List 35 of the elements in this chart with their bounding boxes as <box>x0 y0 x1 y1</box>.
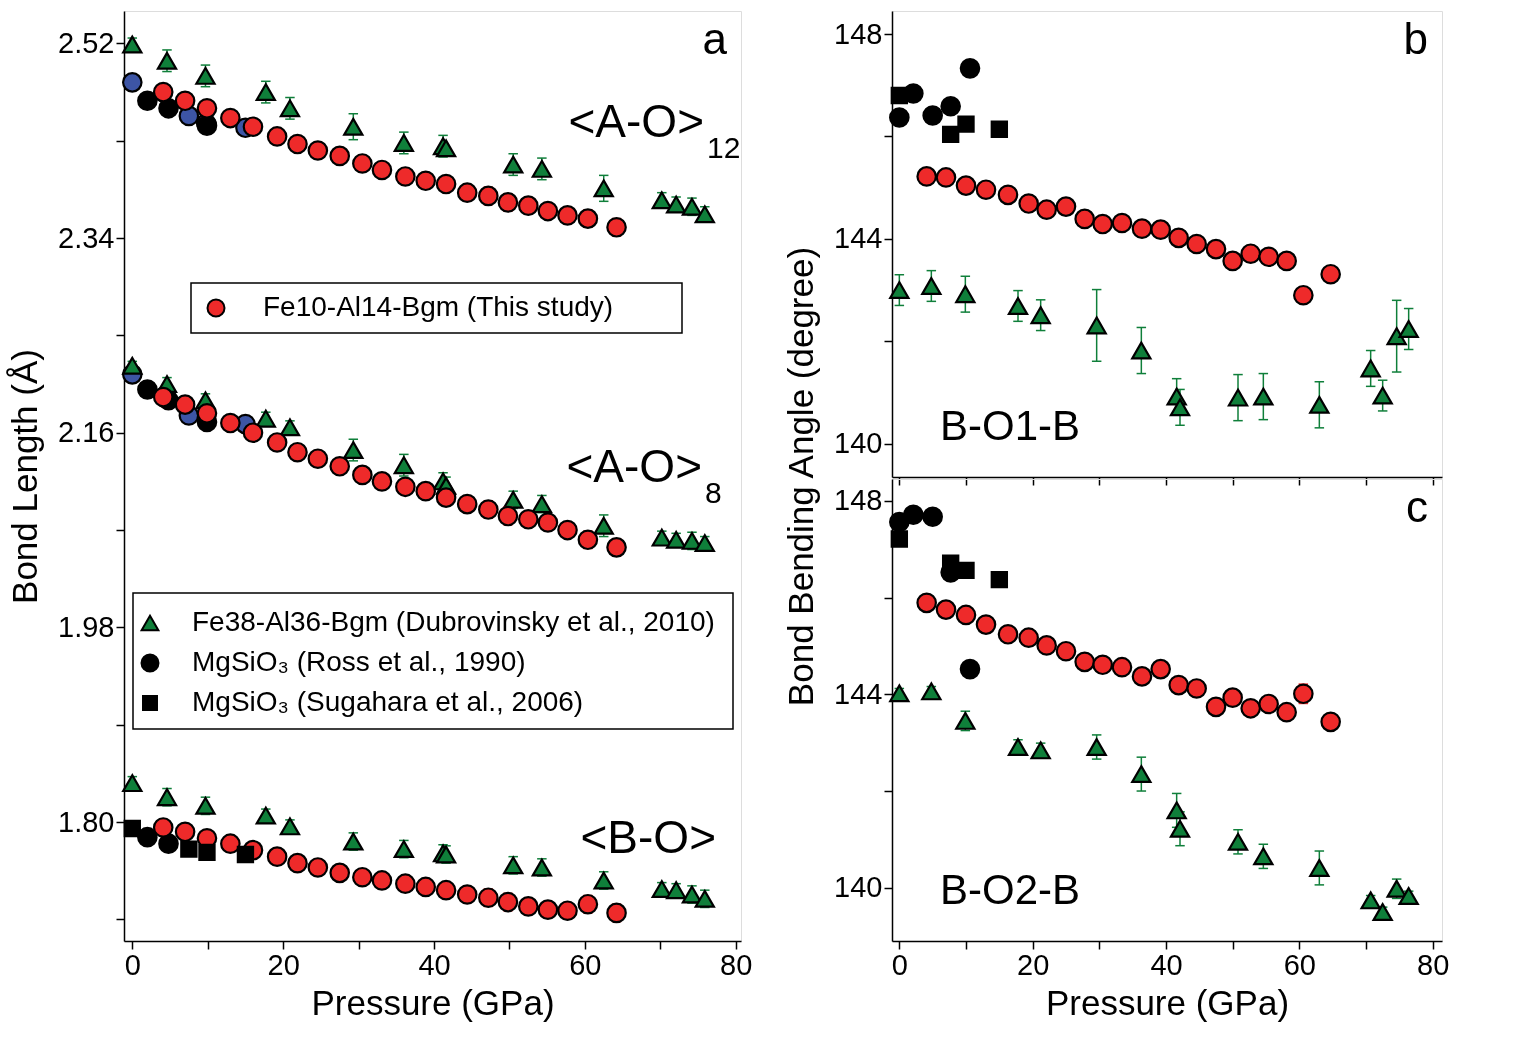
y-tick-label: 148 <box>834 17 883 50</box>
annotation: B-O2-B <box>940 866 1081 913</box>
x-tick-label: 80 <box>1417 948 1450 981</box>
y-tick-label: 1.80 <box>58 805 115 838</box>
y-axis-title: Bond Length (Å) <box>5 349 45 604</box>
y-tick-label: 144 <box>834 222 883 255</box>
y-tick-label: 1.98 <box>58 610 115 643</box>
y-tick-label: 140 <box>834 871 883 904</box>
y-tick-label: 140 <box>834 427 883 460</box>
annotation: a <box>702 14 728 63</box>
y-tick-label: 2.34 <box>58 221 115 254</box>
x-tick-label: 60 <box>1283 948 1316 981</box>
legend-label: Fe38-Al36-Bgm (Dubrovinsky et al., 2010) <box>192 606 715 637</box>
y-axis-title: Bond Bending Angle (degree) <box>781 246 821 707</box>
x-tick-label: 0 <box>891 948 908 981</box>
annotation: b <box>1403 14 1428 63</box>
y-tick-label: 2.16 <box>58 416 115 449</box>
legend-label: Fe10-Al14-Bgm (This study) <box>263 291 614 322</box>
x-axis-title: Pressure (GPa) <box>311 982 555 1022</box>
x-axis-title: Pressure (GPa) <box>1045 982 1290 1022</box>
x-tick-label: 0 <box>124 948 141 981</box>
y-tick-label: 2.52 <box>58 26 115 59</box>
x-tick-label: 60 <box>569 948 602 981</box>
x-tick-label: 20 <box>1017 948 1050 981</box>
annotation: B-O1-B <box>940 402 1081 449</box>
legend-label: MgSiO₃ (Ross et al., 1990) <box>192 646 526 677</box>
x-tick-label: 20 <box>267 948 300 981</box>
x-tick-label: 40 <box>418 948 451 981</box>
annotation: <B-O> <box>580 811 716 863</box>
y-tick-label: 144 <box>834 677 883 710</box>
annotation: c <box>1406 482 1428 531</box>
x-tick-label: 80 <box>720 948 753 981</box>
x-tick-label: 40 <box>1150 948 1183 981</box>
legend-label: MgSiO₃ (Sugahara et al., 2006) <box>192 686 584 717</box>
y-tick-label: 148 <box>834 484 883 517</box>
